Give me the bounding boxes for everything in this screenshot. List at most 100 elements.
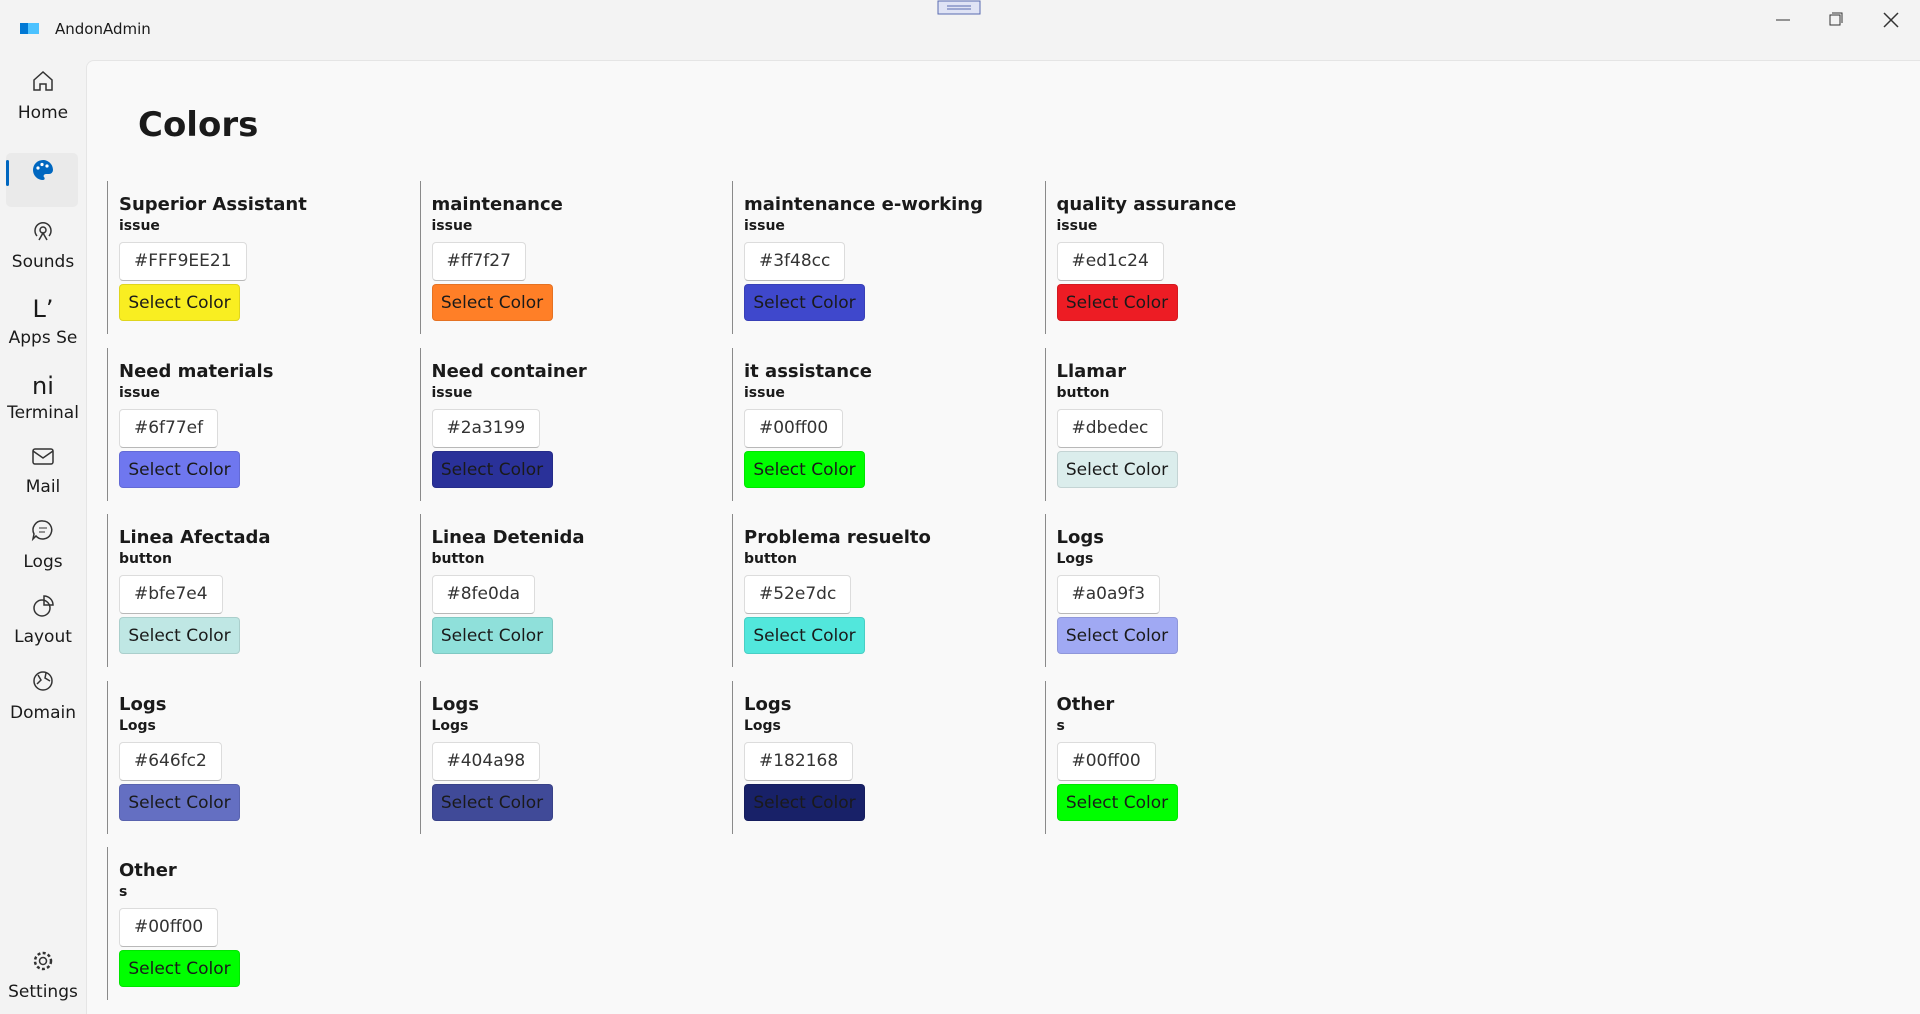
card-type: issue [744, 218, 785, 234]
color-card: Problema resuelto button #52e7dc Select Col… [732, 514, 1033, 667]
select-color-button[interactable]: Select Color [431, 450, 553, 488]
palette-icon [33, 160, 53, 180]
select-color-button[interactable]: Select Color [744, 284, 865, 321]
select-color-button[interactable]: Select Color [431, 284, 553, 321]
hex-textbox[interactable]: #FFF9EE21 [119, 242, 247, 281]
hex-textbox[interactable]: #dbedec [1056, 408, 1164, 448]
hex-textbox[interactable]: #52e7dc [744, 575, 852, 614]
color-card: Logs Logs #182168 Select Color [732, 680, 1033, 834]
select-color-button[interactable]: Select Color [1056, 450, 1178, 488]
card-name: Linea Detenida [431, 527, 585, 548]
card-name: Superior Assistant [119, 194, 307, 215]
color-card: maintenance e-working issue #3f48cc Select … [732, 181, 1033, 334]
card-type: issue [1056, 218, 1098, 234]
nav-label: Domain [10, 703, 76, 723]
color-card: Superior Assistant issue #FFF9EE21 Select C… [107, 181, 408, 334]
nav-label: Apps Se [8, 328, 78, 348]
page-heading: Colors [138, 105, 259, 145]
card-type: issue [119, 218, 160, 234]
nav-icon-text: ni [32, 372, 54, 400]
color-card: Logs Logs #646fc2 Select Color [107, 680, 408, 834]
select-color-button[interactable]: Select Color [119, 950, 240, 987]
card-type: issue [431, 218, 473, 234]
color-card: Other s #00ff00 Select Color [1044, 680, 1346, 834]
color-card: maintenance issue #ff7f27 Select Color [419, 181, 721, 334]
color-card: Logs Logs #404a98 Select Color [419, 680, 721, 834]
card-name: Logs [744, 693, 792, 715]
app-icon [20, 23, 39, 34]
select-color-button[interactable]: Select Color [119, 783, 240, 821]
select-color-button[interactable]: Select Color [119, 450, 240, 488]
nav-label: Terminal [7, 403, 79, 423]
color-card: Need materials issue #6f77ef Select Color [107, 347, 408, 501]
color-card: Llamar button #dbedec Select Color [1044, 347, 1346, 501]
nav-icon [33, 595, 54, 617]
select-color-button[interactable]: Select Color [431, 783, 553, 821]
card-name: maintenance [431, 194, 563, 215]
restore-button[interactable] [1829, 12, 1843, 26]
nav-label: Layout [14, 627, 72, 647]
drag-handle[interactable] [937, 0, 981, 16]
card-type: issue [431, 384, 473, 401]
content-area: Colors Superior Assistant issue #FFF9EE21 S… [86, 60, 1920, 1014]
hex-textbox[interactable]: #182168 [744, 741, 854, 781]
hex-textbox[interactable]: #ed1c24 [1056, 242, 1164, 281]
card-name: quality assurance [1056, 194, 1237, 215]
window-controls [1776, 12, 1899, 28]
select-color-button[interactable]: Select Color [744, 783, 865, 821]
select-color-button[interactable]: Select Color [1056, 284, 1178, 321]
window-title: AndonAdmin [55, 20, 151, 38]
card-type: button [744, 551, 797, 567]
color-card: Linea Afectada button #bfe7e4 Select Color [107, 514, 408, 667]
nav-icon [31, 520, 53, 542]
close-button[interactable] [1883, 12, 1899, 28]
nav-label: Home [17, 103, 69, 123]
card-type: s [1056, 717, 1065, 734]
nav-icon-text: Lʼ [32, 295, 54, 323]
color-card: quality assurance issue #ed1c24 Select Colo… [1044, 181, 1346, 334]
hex-textbox[interactable]: #00ff00 [119, 908, 219, 947]
card-name: Logs [1056, 527, 1104, 548]
hex-textbox[interactable]: #6f77ef [119, 408, 219, 448]
hex-textbox[interactable]: #00ff00 [744, 408, 844, 448]
hex-textbox[interactable]: #646fc2 [119, 741, 222, 781]
select-color-button[interactable]: Select Color [119, 284, 240, 321]
card-name: Logs [431, 693, 479, 715]
nav-icon [34, 221, 52, 241]
card-name: Llamar [1056, 360, 1127, 382]
card-type: Logs [119, 717, 156, 734]
card-name: Linea Afectada [119, 527, 271, 548]
nav-icon [33, 671, 53, 691]
hex-textbox[interactable]: #404a98 [431, 741, 541, 781]
card-name: Other [119, 860, 177, 881]
nav-label: Sounds [11, 252, 75, 272]
hex-textbox[interactable]: #bfe7e4 [119, 575, 223, 614]
card-type: button [119, 551, 172, 567]
nav-icon [33, 951, 53, 971]
select-color-button[interactable]: Select Color [744, 450, 865, 488]
card-name: Problema resuelto [744, 527, 931, 548]
card-name: Other [1056, 693, 1115, 715]
selection-indicator [6, 160, 9, 186]
card-name: it assistance [744, 360, 872, 382]
select-color-button[interactable]: Select Color [744, 617, 865, 654]
select-color-button[interactable]: Select Color [1056, 617, 1178, 654]
hex-textbox[interactable]: #3f48cc [744, 242, 846, 281]
card-type: Logs [1056, 551, 1094, 567]
select-color-button[interactable]: Select Color [119, 617, 240, 654]
select-color-button[interactable]: Select Color [431, 617, 553, 654]
hex-textbox[interactable]: #2a3199 [431, 408, 541, 448]
hex-textbox[interactable]: #00ff00 [1056, 741, 1156, 781]
nav-label: Settings [8, 982, 78, 1002]
hex-textbox[interactable]: #a0a9f3 [1056, 575, 1161, 614]
card-name: Need materials [119, 360, 274, 382]
color-card: Need container issue #2a3199 Select Color [419, 347, 721, 501]
select-color-button[interactable]: Select Color [1056, 783, 1178, 821]
card-type: Logs [431, 717, 469, 734]
hex-textbox[interactable]: #8fe0da [431, 575, 536, 614]
nav-label: Logs [23, 552, 63, 572]
card-type: Logs [744, 717, 781, 734]
card-type: button [1056, 384, 1110, 401]
card-name: Logs [119, 693, 167, 715]
hex-textbox[interactable]: #ff7f27 [431, 242, 526, 281]
